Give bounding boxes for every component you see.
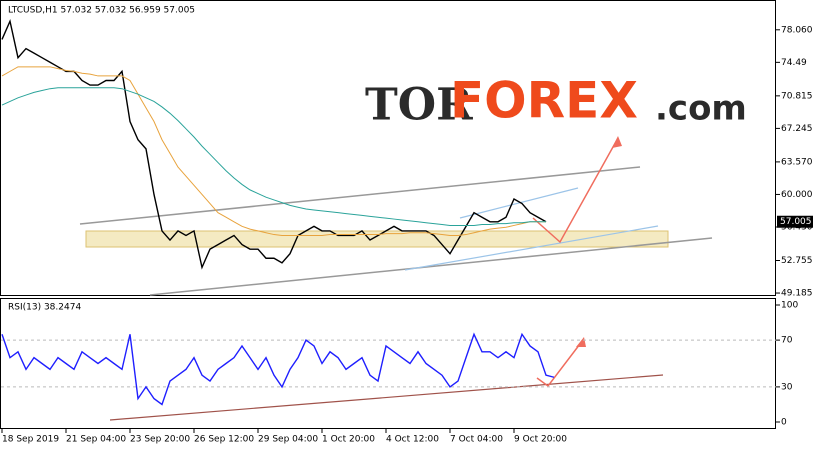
rsi-trend-line (109, 374, 664, 421)
y-tick-label: 63.570 (781, 157, 813, 167)
support-zone (85, 230, 669, 248)
y-tick-label: 100 (781, 301, 798, 311)
x-tick-label: 1 Oct 20:00 (322, 435, 375, 445)
channel-line (149, 237, 713, 296)
rsi-forecast-arrow (536, 339, 584, 388)
x-tick-label: 4 Oct 12:00 (386, 435, 439, 445)
trend-line (459, 187, 579, 219)
rsi-frame (0, 298, 776, 429)
channel-line (79, 166, 641, 225)
series-line (1, 66, 546, 236)
logo-forex: FOREX (450, 72, 638, 130)
rsi-title: RSI(13) 38.2474 (8, 303, 81, 313)
trend-line (404, 225, 659, 271)
x-tick-label: 26 Sep 12:00 (194, 435, 254, 445)
y-tick-label: 70 (781, 336, 793, 346)
last-price-label: 57.005 (780, 217, 812, 227)
arrow-head (612, 136, 622, 148)
y-tick-label: 52.755 (781, 256, 813, 266)
y-tick-label: 0 (781, 418, 787, 428)
forecast-arrow (532, 137, 619, 244)
y-tick-label: 60.000 (781, 190, 813, 200)
x-tick-label: 7 Oct 04:00 (450, 435, 503, 445)
y-tick-label: 78.060 (781, 25, 813, 35)
y-tick-label: 67.245 (781, 124, 813, 134)
x-tick-label: 29 Sep 04:00 (258, 435, 318, 445)
series-line (1, 332, 555, 406)
x-tick-label: 18 Sep 2019 (2, 435, 59, 445)
y-tick-label: 49.185 (781, 289, 813, 299)
price-frame (0, 0, 776, 296)
logo-com: .com (655, 89, 747, 129)
y-tick-label: 70.815 (781, 91, 813, 101)
y-tick-label: 30 (781, 382, 793, 392)
price-title: LTCUSD,H1 57.032 57.032 56.959 57.005 (8, 6, 195, 16)
last-price-box (777, 215, 813, 228)
series-line (1, 87, 546, 226)
watermark: TOR FOREX .com (365, 72, 747, 131)
y-tick-label: 74.49 (781, 58, 807, 68)
logo-tor: TOR (365, 80, 473, 131)
arrow-head (576, 337, 586, 347)
x-tick-label: 23 Sep 20:00 (130, 435, 190, 445)
x-tick-label: 9 Oct 20:00 (514, 435, 567, 445)
series-line (1, 18, 547, 270)
x-tick-label: 21 Sep 04:00 (66, 435, 126, 445)
